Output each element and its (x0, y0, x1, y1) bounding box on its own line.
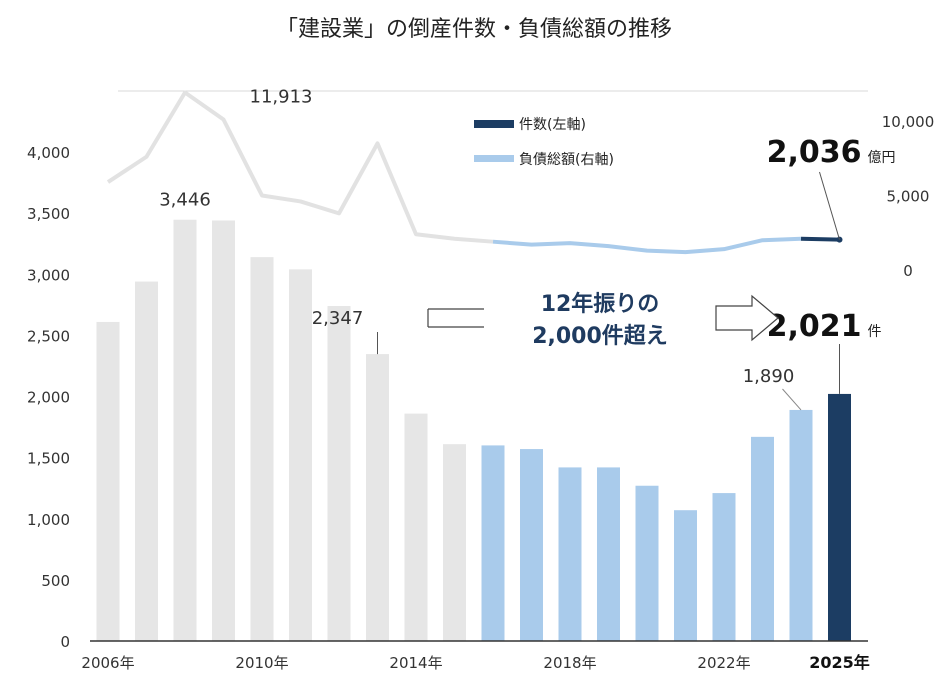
right-tick-label: 5,000 (887, 188, 930, 206)
x-tick-label-2006: 2006年 (81, 654, 134, 672)
bar-2024 (789, 409, 813, 641)
legend-swatch-count (474, 120, 514, 128)
left-tick-label: 500 (41, 572, 70, 590)
bar-2010 (250, 257, 274, 641)
x-tick-label-2025: 2025年 (809, 653, 870, 672)
x-tick-label-2022: 2022年 (697, 654, 750, 672)
bar-2022 (712, 493, 736, 641)
bar-2023 (751, 436, 774, 641)
chart-title: 「建設業」の倒産件数・負債総額の推移 (276, 17, 672, 42)
line-label-2008: 11,913 (250, 86, 313, 107)
legend-label-count: 件数(左軸) (519, 117, 586, 133)
bar-2008 (173, 219, 197, 641)
bar-2017 (520, 449, 543, 641)
bar-2015 (443, 444, 466, 641)
bar-2025 (828, 393, 851, 641)
bar-2006 (96, 321, 120, 641)
x-tick-label-2010: 2010年 (235, 654, 288, 672)
line-label-2025: 2,036 (767, 135, 862, 170)
left-tick-label: 1,000 (27, 511, 70, 529)
bar-label-2024: 1,890 (743, 366, 795, 387)
line-label-2025-leader (819, 171, 840, 240)
line-label-2025-unit: 億円 (868, 150, 896, 166)
left-callout-bracket (427, 308, 484, 328)
callout-line2: 2,000件超え (532, 324, 668, 349)
left-tick-label: 3,500 (27, 205, 70, 223)
debt-line-dark (800, 236, 840, 242)
left-tick-label: 3,000 (27, 266, 70, 284)
callout-arrow (715, 294, 779, 342)
left-tick-label: 0 (60, 633, 70, 651)
bar-label-2008: 3,446 (159, 190, 211, 211)
x-tick-label-2018: 2018年 (543, 654, 596, 672)
bar-label-2024-leader (782, 388, 802, 411)
bar-2018 (558, 467, 582, 641)
bar-2019 (597, 467, 620, 641)
bar-2016 (481, 445, 505, 641)
bar-2014 (404, 413, 428, 641)
bar-label-2025-unit: 件 (868, 324, 882, 340)
bar-2009 (212, 220, 235, 641)
right-tick-label: 0 (903, 262, 913, 280)
left-tick-label: 2,000 (27, 389, 70, 407)
legend-label-debt: 負債総額(右軸) (519, 152, 614, 168)
left-tick-label: 4,000 (27, 144, 70, 162)
bar-label-2025: 2,021 (767, 309, 862, 344)
left-tick-label: 2,500 (27, 327, 70, 345)
bar-2013 (366, 354, 389, 641)
bar-2020 (635, 485, 659, 641)
right-tick-label: 10,000 (882, 113, 935, 131)
legend-swatch-debt (474, 155, 514, 162)
bar-2011 (289, 269, 312, 641)
x-tick-label-2014: 2014年 (389, 654, 442, 672)
bar-2012 (327, 306, 351, 641)
debt-line-blue (492, 236, 802, 255)
callout-line1: 12年振りの (541, 291, 660, 317)
bar-2021 (674, 510, 697, 641)
debt-line-gray (106, 90, 494, 244)
bar-label-2013: 2,347 (312, 308, 364, 329)
bar-2007 (135, 281, 158, 641)
left-tick-label: 1,500 (27, 450, 70, 468)
